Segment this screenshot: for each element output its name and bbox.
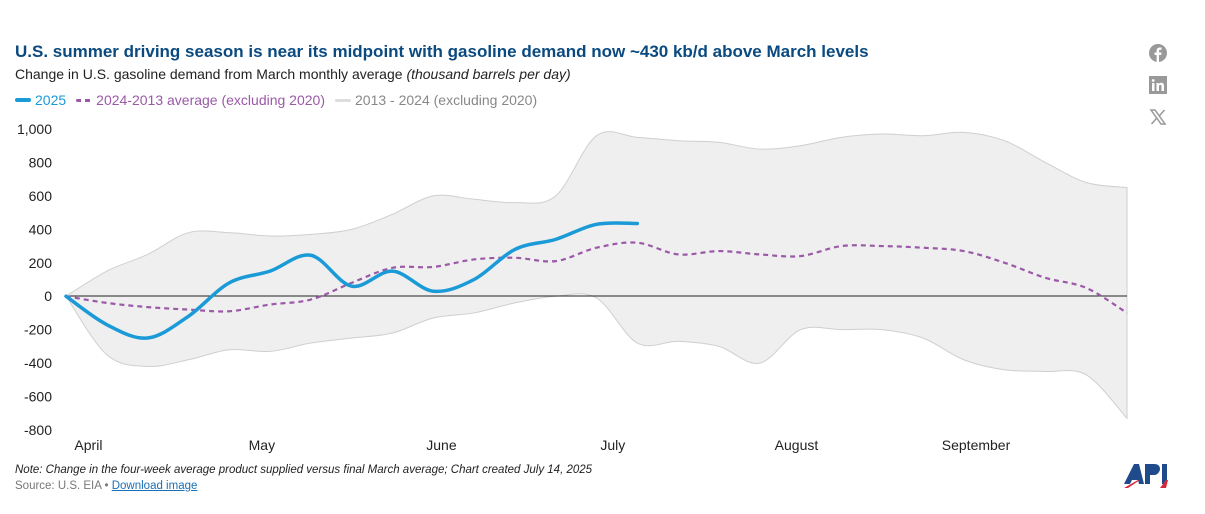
linkedin-icon[interactable] — [1148, 75, 1168, 95]
y-tick-label: 600 — [29, 188, 53, 204]
series-2025-line — [64, 221, 640, 340]
x-icon[interactable] — [1148, 107, 1168, 127]
y-tick-label: -800 — [24, 422, 52, 438]
y-tick-label: 800 — [29, 154, 53, 170]
x-tick-label: August — [775, 437, 819, 453]
y-tick-label: 1,000 — [17, 121, 52, 137]
facebook-icon[interactable] — [1148, 43, 1168, 63]
legend-item-2025[interactable]: 2025 — [15, 92, 66, 108]
y-axis: 1,000 800 600 400 200 0 -200 -400 -600 -800 — [17, 121, 52, 438]
subtitle-text: Change in U.S. gasoline demand from Marc… — [15, 66, 403, 82]
range-band — [65, 131, 1128, 420]
x-tick-label: September — [942, 437, 1011, 453]
x-tick-label: July — [600, 437, 625, 453]
range-band-area — [65, 131, 1128, 420]
legend-label: 2024-2013 average (excluding 2020) — [96, 92, 325, 108]
y-tick-label: -400 — [24, 355, 52, 371]
subtitle-units: (thousand barrels per day) — [406, 66, 571, 82]
y-tick-label: -200 — [24, 322, 52, 338]
legend-label: 2025 — [35, 92, 67, 108]
x-tick-label: April — [74, 437, 102, 453]
chart-subtitle: Change in U.S. gasoline demand from Marc… — [15, 66, 571, 82]
legend-item-range[interactable]: 2013 - 2024 (excluding 2020) — [335, 92, 537, 108]
legend-swatch — [15, 98, 31, 102]
chart-title: U.S. summer driving season is near its m… — [15, 42, 869, 61]
api-logo — [1122, 462, 1170, 495]
y-tick-label: 0 — [44, 288, 52, 304]
source-text: Source: U.S. EIA • — [15, 480, 109, 492]
legend-label: 2013 - 2024 (excluding 2020) — [355, 92, 538, 108]
x-axis: April May June July August September — [74, 437, 1010, 453]
y-tick-label: -600 — [24, 389, 52, 405]
legend: 2025 2024-2013 average (excluding 2020) … — [15, 92, 537, 108]
legend-item-average[interactable]: 2024-2013 average (excluding 2020) — [76, 92, 325, 108]
x-tick-label: June — [426, 437, 457, 453]
x-tick-label: May — [249, 437, 275, 453]
y-tick-label: 400 — [29, 221, 53, 237]
download-image-link[interactable]: Download image — [111, 480, 198, 492]
legend-swatch — [76, 98, 93, 102]
legend-swatch — [335, 98, 351, 102]
chart-note: Note: Change in the four-week average pr… — [15, 464, 593, 476]
average-series-line — [65, 241, 1128, 314]
chart-source: Source: U.S. EIA • Download image — [15, 480, 197, 492]
series-lines — [64, 221, 1128, 340]
y-tick-label: 200 — [29, 255, 53, 271]
